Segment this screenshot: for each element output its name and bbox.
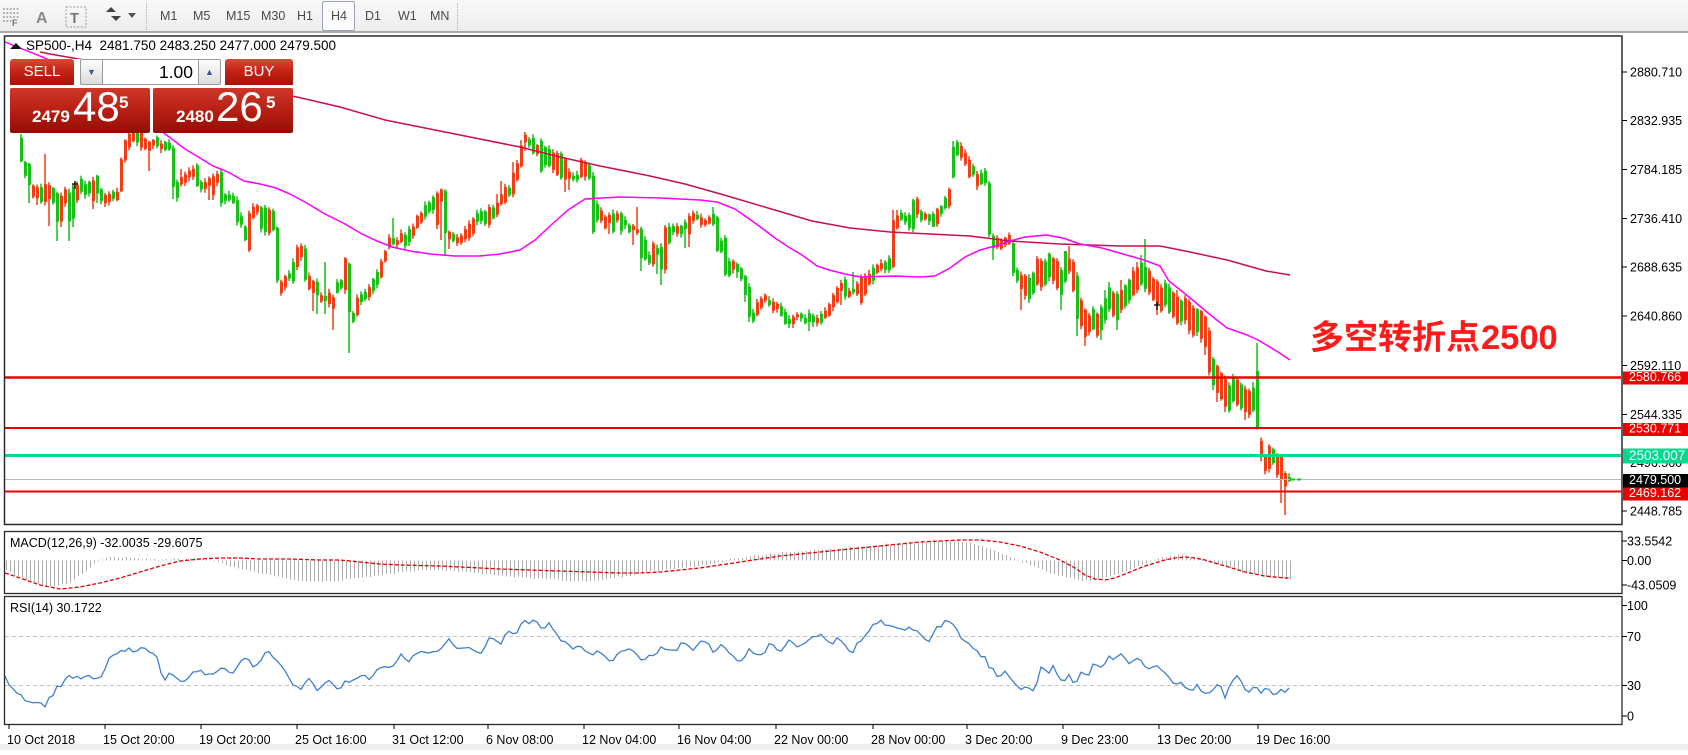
- svg-text:2448.785: 2448.785: [1630, 505, 1682, 519]
- svg-text:10 Oct 2018: 10 Oct 2018: [7, 733, 75, 747]
- svg-text:12 Nov 04:00: 12 Nov 04:00: [582, 733, 656, 747]
- svg-text:19 Dec 16:00: 19 Dec 16:00: [1256, 733, 1330, 747]
- svg-text:2736.410: 2736.410: [1630, 212, 1682, 226]
- svg-text:33.5542: 33.5542: [1627, 535, 1672, 549]
- svg-text:A: A: [36, 10, 48, 27]
- svg-text:9 Dec 23:00: 9 Dec 23:00: [1061, 733, 1128, 747]
- svg-text:70: 70: [1627, 630, 1641, 644]
- svg-text:28 Nov 00:00: 28 Nov 00:00: [871, 733, 945, 747]
- svg-text:MACD(12,26,9) -32.0035 -29.607: MACD(12,26,9) -32.0035 -29.6075: [10, 536, 203, 550]
- svg-text:2469.162: 2469.162: [1629, 486, 1681, 500]
- svg-text:SP500-,H4 2481.750 2483.250 2: SP500-,H4 2481.750 2483.250 2477.000 247…: [26, 38, 336, 53]
- svg-text:22 Nov 00:00: 22 Nov 00:00: [774, 733, 848, 747]
- svg-text:31 Oct 12:00: 31 Oct 12:00: [392, 733, 464, 747]
- svg-text:25 Oct 16:00: 25 Oct 16:00: [295, 733, 367, 747]
- svg-text:F: F: [12, 18, 18, 28]
- svg-text:30: 30: [1627, 679, 1641, 693]
- svg-text:2479.500: 2479.500: [1629, 473, 1681, 487]
- svg-text:15 Oct 20:00: 15 Oct 20:00: [103, 733, 175, 747]
- svg-text:0: 0: [1627, 710, 1634, 724]
- svg-text:100: 100: [1627, 599, 1648, 613]
- svg-text:2530.771: 2530.771: [1629, 422, 1681, 436]
- svg-text:2832.935: 2832.935: [1630, 114, 1682, 128]
- svg-text:2688.635: 2688.635: [1630, 261, 1682, 275]
- svg-text:2544.335: 2544.335: [1630, 408, 1682, 422]
- svg-text:2503.007: 2503.007: [1629, 448, 1685, 463]
- svg-text:13 Dec 20:00: 13 Dec 20:00: [1157, 733, 1231, 747]
- svg-text:2640.860: 2640.860: [1630, 310, 1682, 324]
- svg-text:2784.185: 2784.185: [1630, 163, 1682, 177]
- svg-text:19 Oct 20:00: 19 Oct 20:00: [199, 733, 271, 747]
- svg-text:RSI(14) 30.1722: RSI(14) 30.1722: [10, 601, 102, 615]
- svg-text:16 Nov 04:00: 16 Nov 04:00: [677, 733, 751, 747]
- svg-text:3 Dec 20:00: 3 Dec 20:00: [965, 733, 1032, 747]
- svg-text:-43.0509: -43.0509: [1627, 579, 1676, 593]
- svg-text:0.00: 0.00: [1627, 554, 1651, 568]
- svg-text:2880.710: 2880.710: [1630, 66, 1682, 80]
- svg-text:2580.766: 2580.766: [1629, 370, 1681, 384]
- svg-text:T: T: [70, 11, 79, 27]
- svg-text:2592.110: 2592.110: [1630, 359, 1681, 373]
- svg-text:2500: 2500: [1481, 319, 1558, 357]
- svg-text:6 Nov 08:00: 6 Nov 08:00: [486, 733, 553, 747]
